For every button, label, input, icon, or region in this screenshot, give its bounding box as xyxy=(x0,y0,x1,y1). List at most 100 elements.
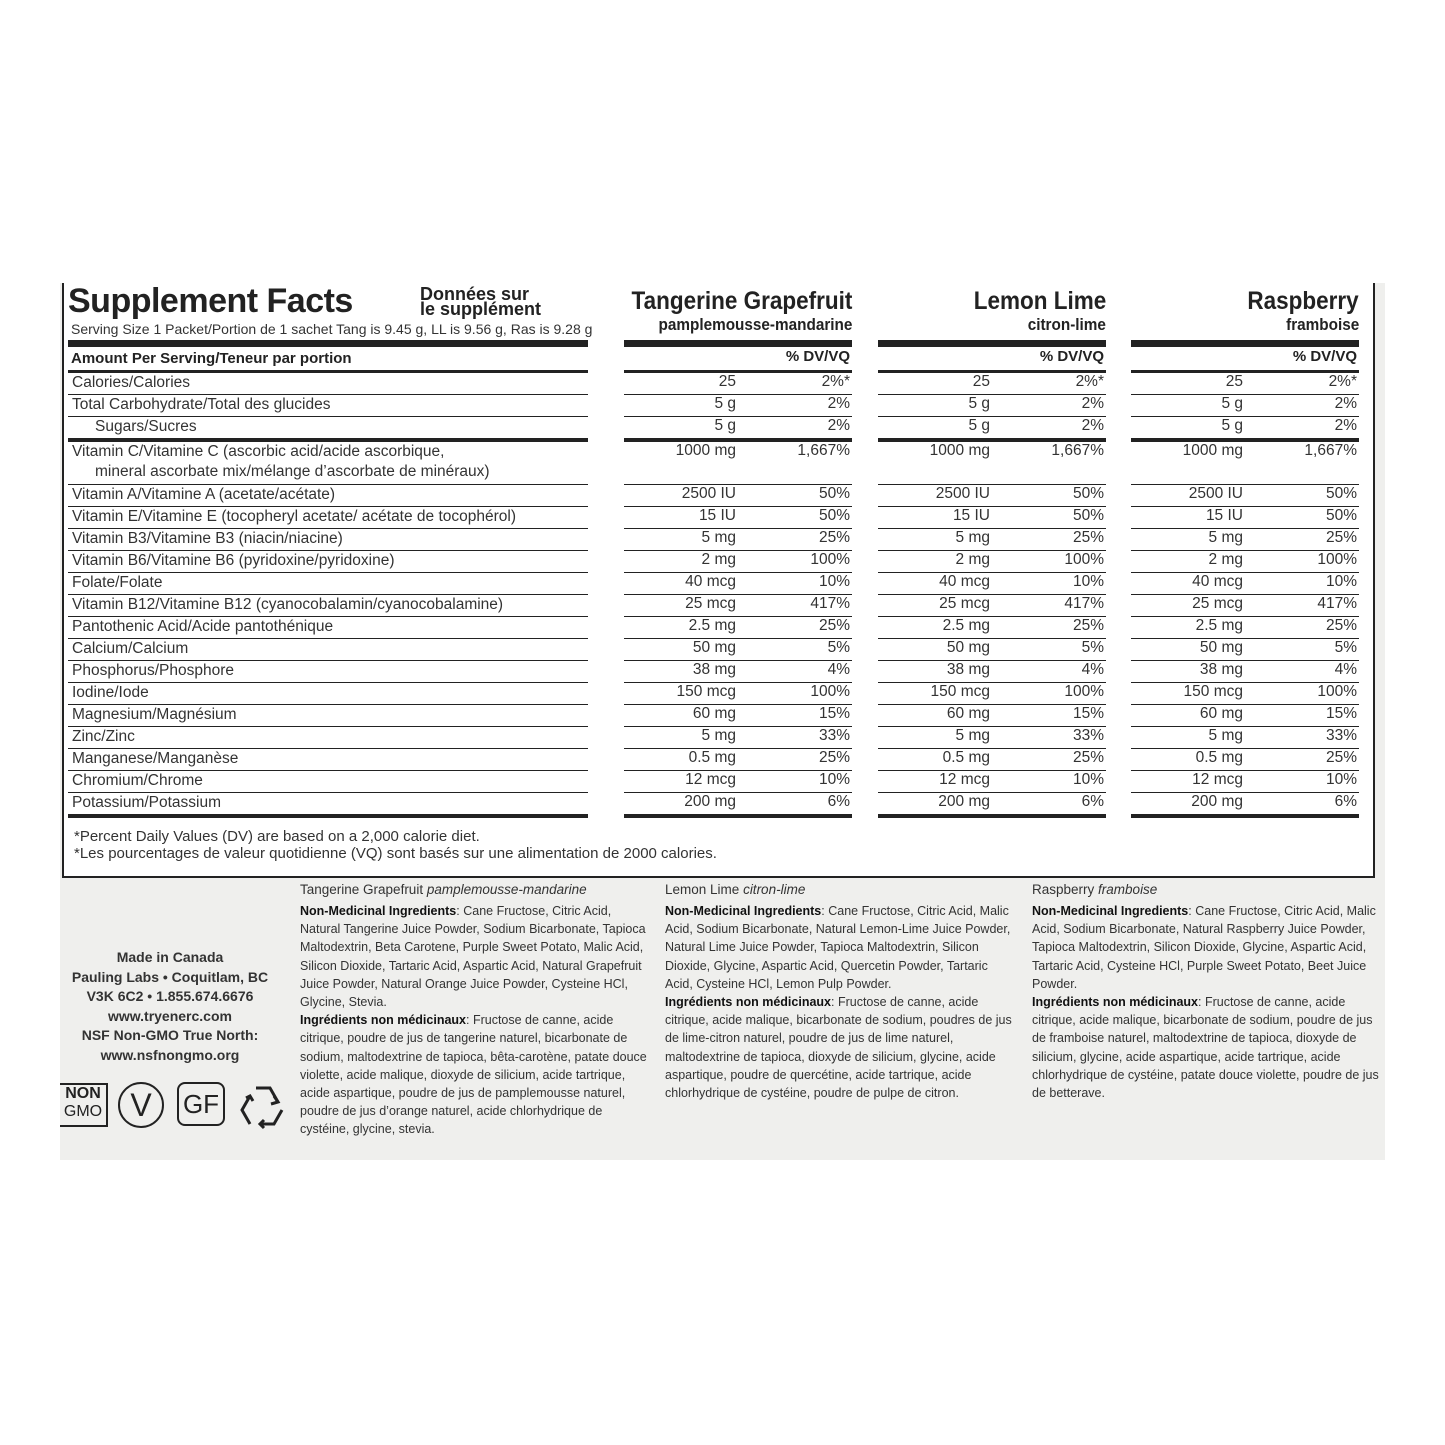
label: Non-Medicinal Ingredients xyxy=(1032,904,1189,918)
title: Supplement Facts xyxy=(68,282,353,320)
dv-header: % DV/VQ xyxy=(1039,348,1104,365)
rule xyxy=(878,748,1106,749)
rule xyxy=(1131,370,1359,373)
daily-value: 1,667% xyxy=(797,442,850,459)
rule xyxy=(878,550,1106,551)
rule xyxy=(624,550,852,551)
amount: 25 mcg xyxy=(685,595,736,612)
maker-line: Pauling Labs • Coquitlam, BC xyxy=(71,968,269,985)
maker-line: www.tryenerc.com xyxy=(108,1007,232,1024)
rule xyxy=(878,572,1106,573)
flavor: Lemon Lime xyxy=(665,882,740,897)
daily-value: 25% xyxy=(818,617,850,634)
daily-value: 4% xyxy=(827,661,850,678)
amount: 60 mg xyxy=(946,705,990,722)
amount: 150 mcg xyxy=(676,683,736,700)
rule xyxy=(624,792,852,793)
rule xyxy=(878,704,1106,705)
logo-gluten-free: GF xyxy=(177,1082,225,1126)
rule xyxy=(1131,726,1359,727)
flavor-name-fr: pamplemousse-mandarine xyxy=(658,315,852,334)
amount: 2 mg xyxy=(701,551,736,568)
ingredients-heading: Lemon Lime citron-lime xyxy=(665,882,805,897)
rule xyxy=(878,340,1106,347)
daily-value: 15% xyxy=(1325,705,1357,722)
amount: 40 mcg xyxy=(939,573,990,590)
rule xyxy=(68,660,588,661)
ingredients-text: Non-Medicinal Ingredients: Cane Fructose… xyxy=(1032,902,1382,1102)
amount: 2.5 mg xyxy=(688,617,736,634)
amount: 2500 IU xyxy=(681,485,736,502)
amount: 1000 mg xyxy=(1182,442,1243,459)
daily-value: 1,667% xyxy=(1304,442,1357,459)
rule xyxy=(624,814,852,818)
nutrient-name: Iodine/Iode xyxy=(72,684,149,701)
nutrient-name: Manganese/Manganèse xyxy=(72,750,239,767)
rule xyxy=(68,594,588,595)
rule xyxy=(624,438,852,442)
rule xyxy=(624,370,852,373)
daily-value: 50% xyxy=(818,507,850,524)
rule xyxy=(624,572,852,573)
amount: 200 mg xyxy=(938,793,990,810)
daily-value: 33% xyxy=(1325,727,1357,744)
daily-value: 50% xyxy=(1072,507,1104,524)
amount: 5 mg xyxy=(955,529,990,546)
daily-value: 2% xyxy=(1081,417,1104,434)
daily-value: 6% xyxy=(827,793,850,810)
daily-value: 2% xyxy=(1334,395,1357,412)
logo-text: NON xyxy=(65,1085,101,1102)
daily-value: 33% xyxy=(1072,727,1104,744)
daily-value: 50% xyxy=(1325,485,1357,502)
rule xyxy=(1131,594,1359,595)
amount: 15 IU xyxy=(952,507,990,524)
rule xyxy=(68,572,588,573)
rule xyxy=(878,770,1106,771)
rule xyxy=(624,528,852,529)
amount: 5 mg xyxy=(701,529,736,546)
flavor-fr: framboise xyxy=(1098,882,1158,897)
rule xyxy=(68,550,588,551)
rule xyxy=(68,484,588,485)
rule xyxy=(624,484,852,485)
amount: 5 g xyxy=(968,417,990,434)
ingredients-heading: Tangerine Grapefruit pamplemousse-mandar… xyxy=(300,882,587,897)
rule xyxy=(624,726,852,727)
amount: 5 g xyxy=(968,395,990,412)
text: : Cane Fructose, Citric Acid, Malic Acid… xyxy=(665,904,1011,991)
nutrient-name: Potassium/Potassium xyxy=(72,794,222,811)
daily-value: 50% xyxy=(1072,485,1104,502)
rule xyxy=(1131,572,1359,573)
daily-value: 6% xyxy=(1334,793,1357,810)
daily-value: 4% xyxy=(1334,661,1357,678)
amount: 12 mcg xyxy=(1192,771,1243,788)
text: : Cane Fructose, Citric Acid, Malic Acid… xyxy=(1032,904,1376,991)
daily-value: 25% xyxy=(1072,529,1104,546)
rule xyxy=(68,340,588,347)
logo-vegan: V xyxy=(118,1082,164,1128)
amount: 5 g xyxy=(714,395,736,412)
flavor-fr: pamplemousse-mandarine xyxy=(426,882,587,897)
daily-value: 2% xyxy=(827,395,850,412)
amount: 0.5 mg xyxy=(688,749,736,766)
amount: 2500 IU xyxy=(935,485,990,502)
rule xyxy=(878,814,1106,818)
amount: 38 mg xyxy=(946,661,990,678)
daily-value: 50% xyxy=(1325,507,1357,524)
rule xyxy=(68,748,588,749)
rule xyxy=(878,594,1106,595)
rule xyxy=(1131,792,1359,793)
amount: 60 mg xyxy=(1199,705,1243,722)
amount: 1000 mg xyxy=(675,442,736,459)
rule xyxy=(624,660,852,661)
daily-value: 10% xyxy=(818,771,850,788)
daily-value: 417% xyxy=(810,595,850,612)
daily-value: 2%* xyxy=(1328,373,1357,390)
daily-value: 417% xyxy=(1317,595,1357,612)
rule xyxy=(878,438,1106,442)
rule xyxy=(878,370,1106,373)
daily-value: 2%* xyxy=(821,373,850,390)
logo-text: GMO xyxy=(63,1103,103,1120)
footnote: *Les pourcentages de valeur quotidienne … xyxy=(74,845,717,862)
